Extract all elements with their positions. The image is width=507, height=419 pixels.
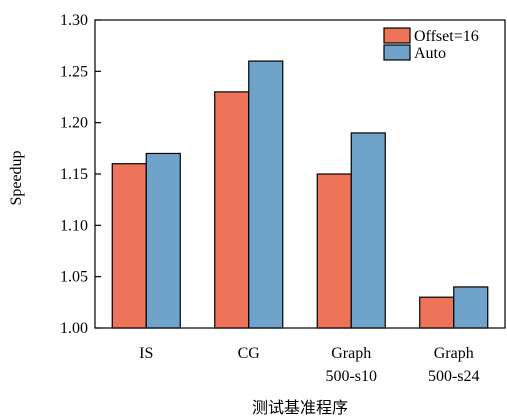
y-tick-label: 1.10 (60, 217, 88, 234)
bar-auto-0 (145, 152, 181, 329)
y-tick-label: 1.25 (60, 63, 88, 80)
y-tick-label: 1.15 (60, 166, 88, 183)
y-tick-label: 1.05 (60, 269, 88, 286)
legend-swatch-auto (383, 44, 411, 61)
x-tick-label: Graph (434, 345, 474, 362)
x-tick-label: Graph (331, 345, 371, 362)
y-tick-label: 1.30 (60, 12, 88, 29)
bar-auto-1 (248, 60, 284, 329)
bar-offset-0 (111, 163, 147, 329)
x-axis-label: 测试基准程序 (252, 399, 348, 417)
x-axis-ticks: IS CG Graph 500-s10 Graph 500-s24 (139, 345, 479, 385)
x-tick-label: CG (238, 345, 261, 362)
bar-offset-2 (316, 173, 352, 329)
bar-auto-3 (453, 286, 489, 329)
x-tick-label: 500-s10 (325, 368, 377, 385)
x-tick-label: IS (139, 345, 153, 362)
bar-auto-2 (350, 132, 386, 329)
legend-swatch-offset (383, 27, 411, 44)
legend-label: Offset=16 (414, 28, 479, 45)
y-tick-label: 1.00 (60, 320, 88, 337)
y-tick-label: 1.20 (60, 115, 88, 132)
y-axis-ticks: 1.00 1.05 1.10 1.15 1.20 1.25 1.30 (60, 12, 101, 337)
legend-label: Auto (414, 45, 446, 62)
bar-offset-3 (419, 296, 455, 329)
bar-offset-1 (214, 91, 250, 329)
bars (111, 60, 489, 329)
x-tick-label: 500-s24 (428, 368, 480, 385)
y-axis-label: Speedup (8, 150, 25, 205)
